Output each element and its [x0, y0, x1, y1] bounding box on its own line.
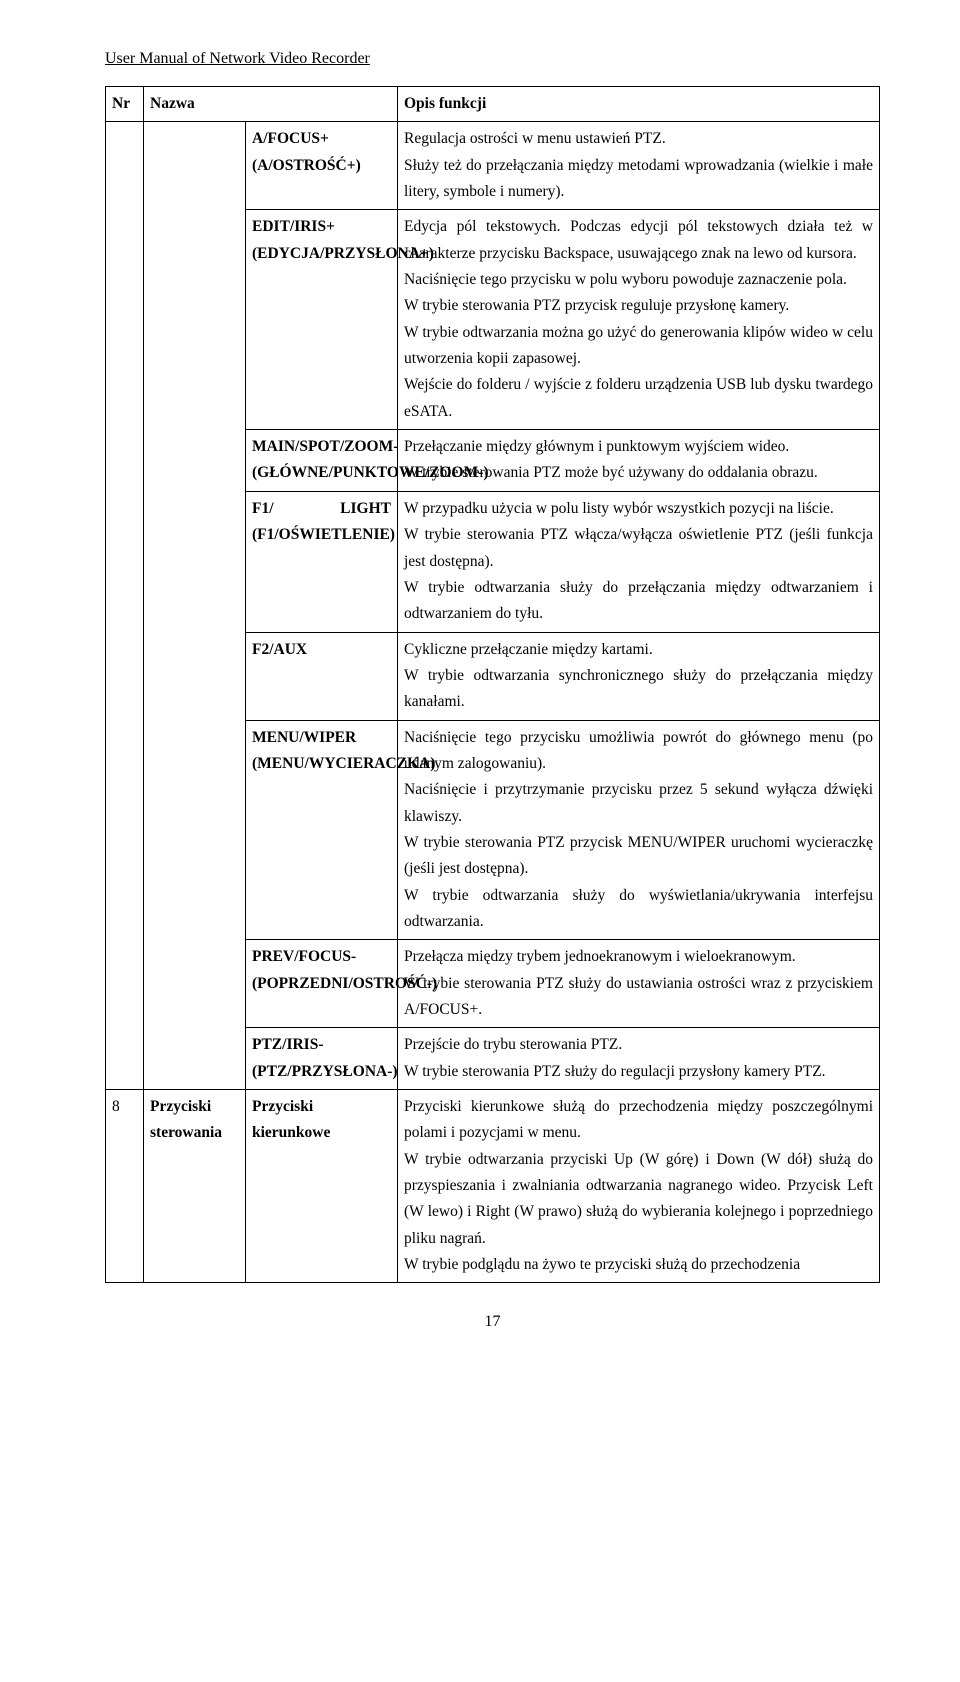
document-page: User Manual of Network Video Recorder Nr… — [0, 0, 960, 1371]
cell-btn: EDIT/IRIS+ (EDYCJA/PRZYSŁONA+) — [246, 210, 398, 430]
cell-name-blank — [144, 122, 246, 1090]
cell-btn: A/FOCUS+ (A/OSTROŚĆ+) — [246, 122, 398, 210]
table-row: A/FOCUS+ (A/OSTROŚĆ+) Regulacja ostrości… — [106, 122, 880, 210]
hdr-nr: Nr — [106, 87, 144, 122]
cell-desc: Edycja pól tekstowych. Podczas edycji pó… — [398, 210, 880, 430]
table-row: 8 Przyciski sterowania Przyciski kierunk… — [106, 1090, 880, 1283]
table-header-row: Nr Nazwa Opis funkcji — [106, 87, 880, 122]
cell-btn: MAIN/SPOT/ZOOM- (GŁÓWNE/PUNKTOWE/ZOOM-) — [246, 430, 398, 492]
cell-name: Przyciski sterowania — [144, 1090, 246, 1283]
cell-desc: Przełącza między trybem jednoekranowym i… — [398, 940, 880, 1028]
cell-desc: Przyciski kierunkowe służą do przechodze… — [398, 1090, 880, 1283]
running-head: User Manual of Network Video Recorder — [105, 50, 880, 68]
cell-desc: Przełączanie między głównym i punktowym … — [398, 430, 880, 492]
cell-desc: W przypadku użycia w polu listy wybór ws… — [398, 491, 880, 632]
cell-btn: PTZ/IRIS- (PTZ/PRZYSŁONA-) — [246, 1028, 398, 1090]
cell-desc: Regulacja ostrości w menu ustawień PTZ.S… — [398, 122, 880, 210]
cell-btn: F2/AUX — [246, 632, 398, 720]
cell-nr: 8 — [106, 1090, 144, 1283]
cell-btn: F1/ LIGHT (F1/OŚWIETLENIE) — [246, 491, 398, 632]
cell-nr-blank — [106, 122, 144, 1090]
cell-btn: MENU/WIPER (MENU/WYCIERACZKA) — [246, 720, 398, 940]
hdr-name: Nazwa — [144, 87, 398, 122]
cell-btn: Przyciski kierunkowe — [246, 1090, 398, 1283]
cell-desc: Naciśnięcie tego przycisku umożliwia pow… — [398, 720, 880, 940]
function-table: Nr Nazwa Opis funkcji A/FOCUS+ (A/OSTROŚ… — [105, 86, 880, 1283]
cell-btn: PREV/FOCUS- (POPRZEDNI/OSTROŚĆ-) — [246, 940, 398, 1028]
cell-desc: Przejście do trybu sterowania PTZ.W tryb… — [398, 1028, 880, 1090]
hdr-desc: Opis funkcji — [398, 87, 880, 122]
cell-desc: Cykliczne przełączanie między kartami.W … — [398, 632, 880, 720]
page-number: 17 — [105, 1313, 880, 1331]
